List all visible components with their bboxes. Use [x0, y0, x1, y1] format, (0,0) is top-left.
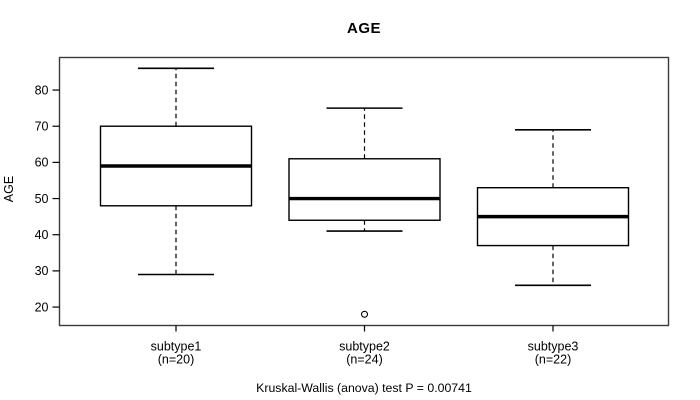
- y-tick-label: 60: [35, 156, 49, 170]
- y-tick-label: 50: [35, 192, 49, 206]
- x-group-label: subtype1: [151, 340, 202, 354]
- stats-caption: Kruskal-Wallis (anova) test P = 0.00741: [256, 381, 472, 395]
- y-tick-label: 40: [35, 228, 49, 242]
- y-tick-label: 70: [35, 119, 49, 133]
- outlier-point: [360, 310, 369, 318]
- iqr-box: [288, 158, 441, 221]
- x-group-sublabel: (n=22): [535, 353, 571, 367]
- x-group-label: subtype2: [339, 340, 390, 354]
- chart-title: AGE: [346, 20, 381, 37]
- y-tick-label: 20: [35, 300, 49, 314]
- x-group-sublabel: (n=24): [346, 353, 382, 367]
- x-group-label: subtype3: [528, 340, 579, 354]
- x-group-sublabel: (n=20): [158, 353, 194, 367]
- y-tick-label: 30: [35, 264, 49, 278]
- y-tick-label: 80: [35, 83, 49, 97]
